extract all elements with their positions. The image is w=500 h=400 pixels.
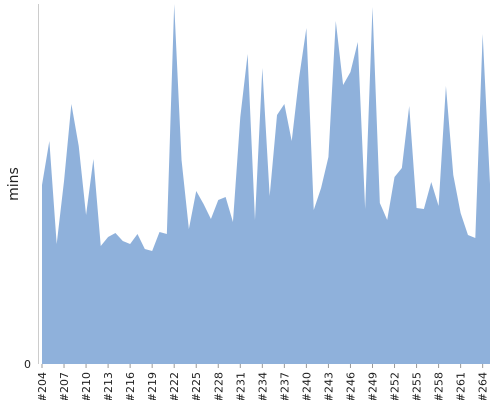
x-tick-label: #243 [322, 372, 335, 400]
x-tick-label: #210 [80, 372, 93, 400]
area-series [42, 4, 490, 364]
x-axis-ticks: #204 #207 #210 #213 #216 #219 #222 #225 #228 #231… [36, 364, 490, 400]
x-tick-label: #216 [124, 372, 137, 400]
y-axis-ticks: 0 [24, 358, 31, 371]
x-tick-label: #204 [36, 372, 49, 400]
x-tick-label: #264 [477, 372, 490, 400]
y-axis-label: mins [6, 167, 22, 201]
x-tick-label: #228 [212, 372, 225, 400]
x-tick-label: #213 [102, 372, 115, 400]
y-tick-label: 0 [24, 358, 31, 371]
x-tick-label: #222 [168, 372, 181, 400]
x-tick-label: #231 [234, 372, 247, 400]
x-tick-label: #207 [58, 372, 71, 400]
x-tick-label: #219 [146, 372, 159, 400]
x-tick-label: #255 [411, 372, 424, 400]
x-tick-label: #252 [389, 372, 402, 400]
plot-area [38, 4, 490, 364]
x-tick-label: #225 [190, 372, 203, 400]
x-tick-label: #234 [256, 372, 269, 400]
x-tick-label: #237 [278, 372, 291, 400]
x-tick-label: #249 [366, 372, 379, 400]
x-tick-label: #240 [300, 372, 313, 400]
x-tick-label: #261 [455, 372, 468, 400]
x-tick-label: #258 [433, 372, 446, 400]
x-tick-label: #246 [344, 372, 357, 400]
